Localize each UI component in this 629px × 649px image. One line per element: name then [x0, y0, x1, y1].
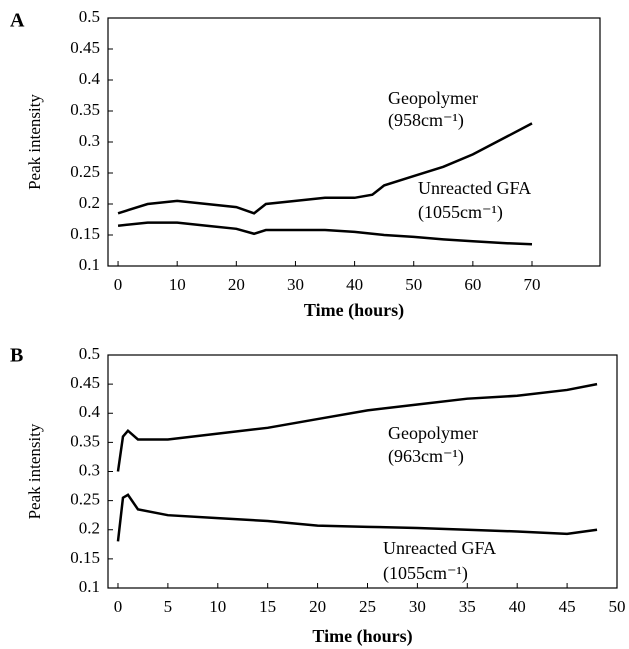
x-axis-label: Time (hours)	[312, 626, 412, 647]
y-tick-label: 0.5	[79, 7, 100, 26]
x-tick-label: 70	[523, 275, 540, 294]
y-tick-label: 0.25	[70, 162, 100, 181]
x-tick-label: 0	[114, 597, 123, 616]
x-tick-label: 10	[169, 275, 186, 294]
x-tick-label: 15	[259, 597, 276, 616]
x-tick-label: 5	[164, 597, 173, 616]
y-axis-label: Peak intensity	[25, 423, 44, 519]
x-tick-label: 40	[509, 597, 526, 616]
y-tick-label: 0.1	[79, 577, 100, 596]
x-tick-label: 25	[359, 597, 376, 616]
plot-frame	[107, 354, 618, 589]
annotation: Geopolymer	[388, 88, 478, 108]
data-line	[117, 122, 533, 215]
x-tick-label: 40	[346, 275, 363, 294]
annotation: Unreacted GFA	[383, 538, 496, 558]
x-tick-label: 0	[114, 275, 123, 294]
x-tick-label: 20	[228, 275, 245, 294]
annotation: Geopolymer	[388, 423, 478, 443]
y-tick-label: 0.15	[70, 548, 100, 567]
x-tick-label: 50	[405, 275, 422, 294]
panel-label: A	[10, 10, 25, 32]
data-line	[116, 382, 598, 472]
y-tick-label: 0.5	[79, 344, 100, 363]
x-tick-label: 50	[609, 597, 626, 616]
y-tick-label: 0.45	[70, 38, 100, 57]
data-line	[117, 221, 533, 246]
y-tick-label: 0.2	[79, 193, 100, 212]
data-line	[116, 493, 598, 542]
x-tick-label: 35	[459, 597, 476, 616]
panel-label: B	[10, 345, 23, 367]
y-tick-label: 0.15	[70, 224, 100, 243]
x-tick-label: 60	[464, 275, 481, 294]
annotation: (1055cm⁻¹)	[418, 202, 503, 223]
annotation: (958cm⁻¹)	[388, 110, 464, 131]
x-tick-label: 30	[287, 275, 304, 294]
y-tick-label: 0.35	[70, 431, 100, 450]
y-tick-label: 0.3	[79, 131, 100, 150]
annotation: (1055cm⁻¹)	[383, 563, 468, 584]
x-tick-label: 10	[209, 597, 226, 616]
y-tick-label: 0.2	[79, 519, 100, 538]
y-tick-label: 0.3	[79, 460, 100, 479]
y-tick-label: 0.45	[70, 373, 100, 392]
plot-frame	[107, 17, 601, 267]
y-tick-label: 0.1	[79, 255, 100, 274]
y-tick-label: 0.25	[70, 490, 100, 509]
annotation: Unreacted GFA	[418, 178, 531, 198]
y-tick-label: 0.4	[79, 69, 101, 88]
annotation: (963cm⁻¹)	[388, 446, 464, 467]
x-tick-label: 30	[409, 597, 426, 616]
y-tick-label: 0.4	[79, 402, 101, 421]
x-axis-label: Time (hours)	[304, 300, 404, 321]
x-tick-label: 45	[559, 597, 576, 616]
y-tick-label: 0.35	[70, 100, 100, 119]
y-axis-label: Peak intensity	[25, 94, 44, 190]
x-tick-label: 20	[309, 597, 326, 616]
